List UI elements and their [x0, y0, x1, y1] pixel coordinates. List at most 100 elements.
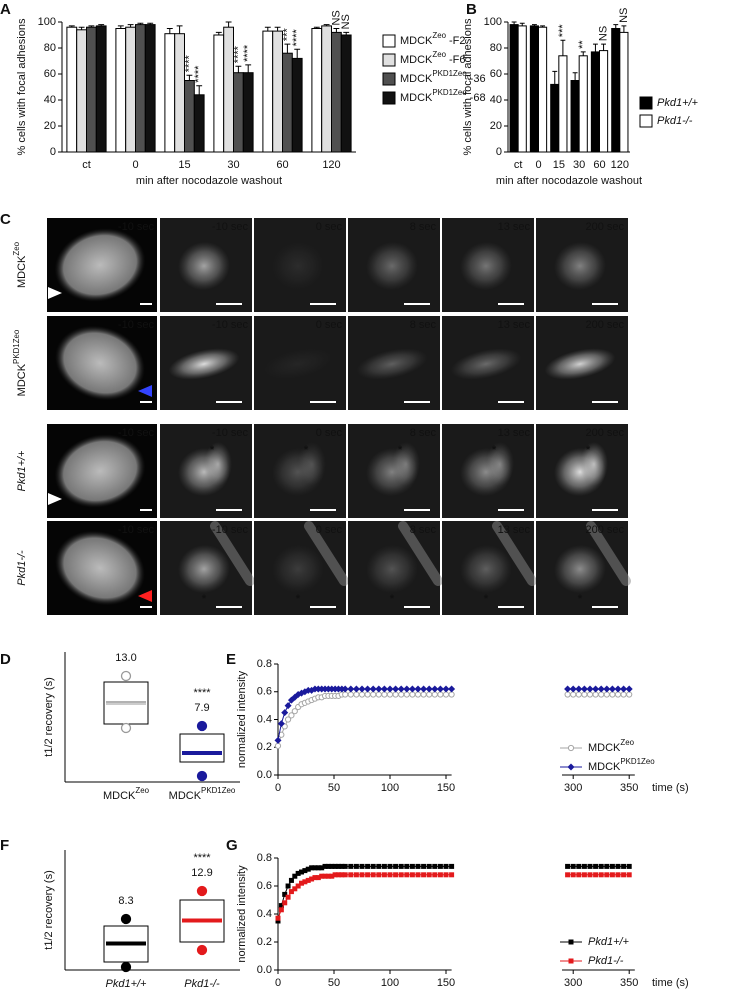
data-point	[592, 691, 599, 698]
data-point	[359, 863, 365, 869]
cell-shape	[55, 325, 145, 401]
bar	[115, 28, 127, 153]
data-point	[570, 863, 576, 869]
data-point	[576, 863, 582, 869]
asterisk: *	[304, 444, 309, 456]
x-tick-label: 0	[275, 782, 281, 794]
time-label: 8 sec	[410, 524, 437, 536]
bar	[619, 31, 629, 153]
error-bar	[621, 25, 627, 33]
error-bar	[147, 22, 154, 25]
panel-letter: D	[0, 651, 11, 668]
data-point	[626, 691, 633, 698]
y-tick-label: 0.4	[257, 713, 272, 725]
error-bar	[560, 39, 566, 56]
data-point	[309, 876, 315, 882]
streak	[492, 521, 537, 586]
data-point	[353, 863, 359, 869]
x-tick-label: 150	[437, 782, 455, 794]
x-tick-label: MDCKPKD1Zeo	[169, 786, 236, 802]
y-tick-label: 80	[490, 42, 502, 54]
bar	[529, 25, 539, 153]
data-point	[387, 863, 393, 869]
significance-label: NS	[618, 8, 630, 23]
time-label: -10 sec	[118, 524, 155, 536]
error-bar	[98, 24, 105, 26]
data-point	[284, 702, 292, 710]
data-point	[625, 685, 633, 693]
bar	[291, 57, 303, 153]
data-point	[581, 691, 588, 698]
row-label-part: MDCK	[16, 255, 28, 288]
significance-label: ****	[291, 28, 303, 46]
data-point	[315, 865, 321, 871]
y-tick-label: 80	[44, 42, 56, 54]
streak	[586, 521, 631, 586]
row-label: Pkd1-/-	[16, 550, 28, 586]
legend-label-part: MDCK	[400, 35, 433, 47]
x-tick-label: MDCKZeo	[103, 786, 150, 802]
data-point	[299, 880, 305, 886]
significance-label: NS	[597, 26, 609, 41]
legend-label-part: -F6	[449, 54, 466, 66]
error-bar	[540, 25, 546, 28]
data-point	[278, 907, 284, 913]
data-point	[570, 872, 576, 878]
data-point	[281, 723, 288, 730]
data-point	[580, 685, 588, 693]
significance-label: ***	[557, 24, 569, 38]
error-bar	[552, 70, 558, 85]
streak	[398, 521, 443, 586]
legend-label-part: Zeo	[432, 31, 446, 40]
data-point	[409, 863, 415, 869]
data-point	[319, 865, 325, 871]
data-point	[621, 872, 627, 878]
bar	[558, 55, 568, 153]
bar	[590, 51, 600, 153]
data-point	[598, 691, 605, 698]
significance-label: ****	[193, 687, 211, 699]
legend-marker	[568, 958, 574, 964]
box	[179, 899, 225, 943]
blob	[178, 241, 230, 291]
data-point	[347, 685, 355, 693]
data-point	[404, 872, 410, 878]
data-point	[437, 691, 444, 698]
data-point	[604, 863, 610, 869]
error-bar	[601, 43, 607, 51]
data-point	[319, 873, 325, 879]
y-tick-label: 40	[490, 94, 502, 106]
legend-label-part: PKD1Zeo	[432, 88, 467, 97]
data-point	[375, 691, 382, 698]
time-label: 8 sec	[410, 427, 437, 439]
time-label: -10 sec	[212, 524, 249, 536]
bar	[95, 25, 107, 153]
data-point	[335, 863, 341, 869]
legend-label-part: Zeo	[432, 50, 446, 59]
data-point	[432, 863, 438, 869]
bar	[86, 26, 97, 153]
bar	[125, 26, 136, 153]
data-point	[380, 685, 388, 693]
y-axis-label: normalized intensity	[236, 670, 248, 768]
x-tick-label: 60	[276, 159, 288, 171]
time-label: 0 sec	[316, 221, 343, 233]
x-tick-label: 100	[381, 977, 399, 989]
data-point	[449, 863, 455, 869]
data-point	[431, 685, 439, 693]
data-point	[414, 691, 422, 698]
error-bar	[117, 25, 124, 29]
error-bar	[235, 65, 242, 73]
data-point	[436, 685, 444, 693]
error-bar	[294, 48, 301, 59]
legend-label-part: MDCK	[588, 761, 621, 773]
blob	[486, 442, 514, 486]
legend-label: MDCKZeo	[588, 738, 635, 754]
data-point	[420, 685, 428, 693]
bar	[331, 31, 342, 153]
data-point	[359, 872, 365, 878]
data-point	[442, 685, 450, 693]
y-axis-label: % cells with focal adhesions	[16, 18, 28, 155]
bar	[144, 24, 156, 153]
